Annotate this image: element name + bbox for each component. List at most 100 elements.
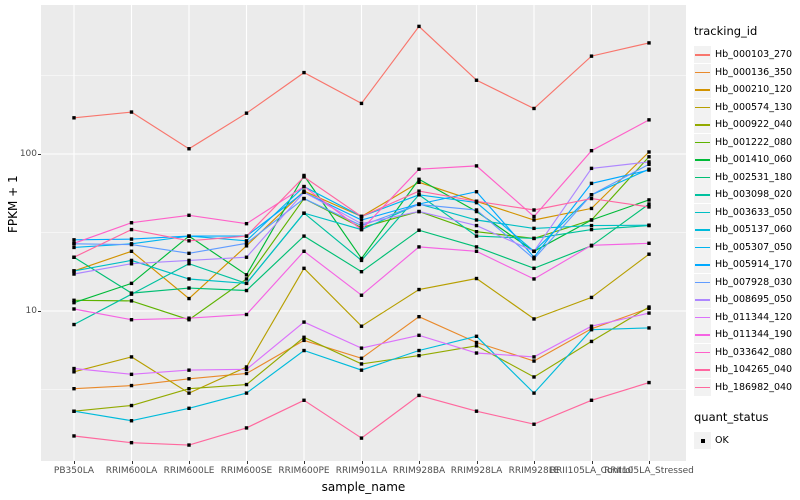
x-tick-label: PB350LA <box>53 466 95 476</box>
data-point <box>359 101 364 106</box>
data-point <box>129 419 134 423</box>
legend-key-line-icon <box>694 361 711 379</box>
data-point <box>647 241 651 245</box>
data-point <box>244 273 249 277</box>
legend-item-label: Hb_005137_060 <box>715 224 793 236</box>
data-point <box>129 372 134 377</box>
data-point <box>187 277 191 281</box>
data-point <box>72 245 76 250</box>
x-tick-mark <box>361 461 363 464</box>
data-point <box>244 239 249 243</box>
data-point <box>417 245 421 249</box>
data-point <box>359 436 364 440</box>
data-point <box>532 226 536 231</box>
data-point <box>359 227 364 232</box>
data-point <box>302 266 306 271</box>
x-tick-mark <box>246 461 248 464</box>
legend-item-Hb_104265_040: Hb_104265_040 <box>694 361 798 379</box>
data-point <box>532 359 536 363</box>
legend-key-line-icon <box>694 186 711 204</box>
legend-key-line-icon <box>694 221 711 239</box>
data-point <box>187 239 191 243</box>
data-point <box>72 272 76 276</box>
data-point <box>359 214 364 219</box>
data-point <box>187 296 191 301</box>
data-point <box>417 287 421 292</box>
data-point <box>474 223 479 228</box>
data-point <box>187 443 191 447</box>
legend-items-tracking-id: Hb_000103_270 Hb_000136_350 Hb_000210_120 H… <box>694 46 798 396</box>
data-point <box>647 380 651 385</box>
x-tick-label: RRIM600SE <box>220 466 273 476</box>
data-point <box>417 189 421 193</box>
data-point <box>647 223 651 227</box>
data-point <box>129 237 134 241</box>
legend-item-Hb_000103_270: Hb_000103_270 <box>694 46 798 64</box>
data-point <box>474 190 479 194</box>
legend-item-label: Hb_003098_020 <box>715 189 793 201</box>
legend-key-line-icon <box>694 63 711 81</box>
legend-item-label: Hb_001222_080 <box>715 136 793 148</box>
data-point <box>244 365 249 369</box>
data-point <box>244 312 249 317</box>
data-point <box>244 382 249 387</box>
data-point <box>129 221 134 225</box>
data-point <box>129 355 134 359</box>
legend-key-line-icon <box>694 46 711 64</box>
data-point <box>589 398 594 402</box>
data-point <box>359 324 364 328</box>
x-tick-label: RRIM928LA <box>450 466 503 476</box>
data-point <box>589 54 594 58</box>
legend-item-label: Hb_011344_120 <box>715 311 793 323</box>
data-point <box>302 398 306 402</box>
data-point <box>474 218 479 222</box>
data-point <box>647 155 651 159</box>
data-point <box>589 218 594 222</box>
data-point <box>532 375 536 379</box>
x-tick-label: RRIM600LA <box>105 466 158 476</box>
legend-key-line-icon <box>694 81 711 99</box>
data-point <box>302 234 306 238</box>
data-point <box>532 391 536 395</box>
data-point <box>532 266 536 271</box>
legend-item-Hb_033642_080: Hb_033642_080 <box>694 343 798 362</box>
data-point <box>589 227 594 232</box>
legend-item-label: Hb_000922_040 <box>715 119 793 131</box>
legend-item-label: Hb_033642_080 <box>715 346 793 358</box>
data-point <box>532 106 536 111</box>
data-point <box>72 409 76 413</box>
data-point <box>474 409 479 413</box>
data-point <box>647 41 651 45</box>
data-point <box>417 193 421 197</box>
data-point <box>589 324 594 328</box>
data-point <box>474 340 479 345</box>
legend-item-Hb_003098_020: Hb_003098_020 <box>694 186 798 204</box>
y-tick-mark <box>38 311 41 312</box>
data-point <box>302 70 306 75</box>
data-point <box>474 245 479 249</box>
legend-item-Hb_005137_060: Hb_005137_060 <box>694 221 798 239</box>
data-point <box>129 299 134 303</box>
data-point <box>474 78 479 82</box>
data-point <box>187 406 191 411</box>
x-tick-label: RRIM901LA <box>335 466 388 476</box>
data-point <box>474 199 479 203</box>
legend-item-label: Hb_008695_050 <box>715 294 793 306</box>
legend-key-line-icon <box>694 98 711 116</box>
data-point <box>302 211 306 215</box>
legend: tracking_id Hb_000103_270 Hb_000136_350 Hb… <box>694 24 798 450</box>
data-point <box>647 305 651 309</box>
data-point <box>244 426 249 430</box>
data-point <box>532 277 536 281</box>
data-point <box>244 288 249 293</box>
legend-key-line-icon <box>694 203 711 221</box>
data-point <box>647 198 651 202</box>
data-point <box>72 298 76 302</box>
legend-key-line-icon <box>694 291 711 309</box>
legend-item-Hb_005307_050: Hb_005307_050 <box>694 238 798 257</box>
legend-item-Hb_000136_350: Hb_000136_350 <box>694 63 798 82</box>
data-point <box>72 238 76 242</box>
legend-key-line-icon <box>694 151 711 169</box>
data-point <box>474 351 479 355</box>
legend-key-square-icon <box>694 432 711 450</box>
